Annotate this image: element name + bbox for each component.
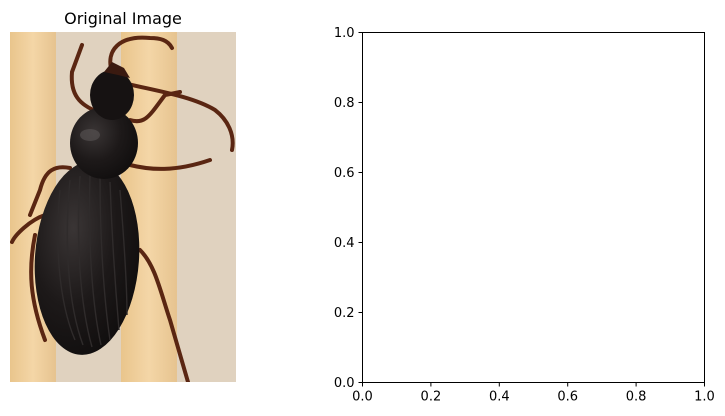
plot-axes: 0.0 0.2 0.4 0.6 0.8 1.0 0.0 0.2 0.4 0.6 0.8 1.0 xyxy=(334,26,715,405)
x-tick-label: 0.4 xyxy=(489,390,510,405)
beetle-head xyxy=(90,70,134,120)
elytra-grooves xyxy=(57,174,128,348)
beetle-shine xyxy=(80,129,100,141)
y-tick-label: 0.2 xyxy=(334,306,355,321)
beetle-mandibles xyxy=(104,62,130,78)
x-tick-label: 1.0 xyxy=(694,390,715,405)
x-tick-label: 0.2 xyxy=(421,390,442,405)
x-tick-label: 0.8 xyxy=(626,390,647,405)
image-panel-title: Original Image xyxy=(64,9,182,28)
y-axis: 0.0 0.2 0.4 0.6 0.8 1.0 xyxy=(334,26,363,391)
x-tick-label: 0.0 xyxy=(352,390,373,405)
y-tick-label: 0.6 xyxy=(334,166,355,181)
image-panel: Original Image xyxy=(10,9,236,382)
y-tick-label: 0.4 xyxy=(334,236,355,251)
x-axis: 0.0 0.2 0.4 0.6 0.8 1.0 xyxy=(352,382,715,405)
y-tick-label: 0.8 xyxy=(334,96,355,111)
beetle-elytra xyxy=(34,161,140,355)
y-tick-label: 1.0 xyxy=(334,26,355,41)
x-tick-label: 0.6 xyxy=(557,390,578,405)
beetle-pronotum xyxy=(70,107,138,179)
axes-frame xyxy=(362,32,705,383)
beetle-photo xyxy=(10,32,236,382)
y-tick-label: 0.0 xyxy=(334,376,355,391)
